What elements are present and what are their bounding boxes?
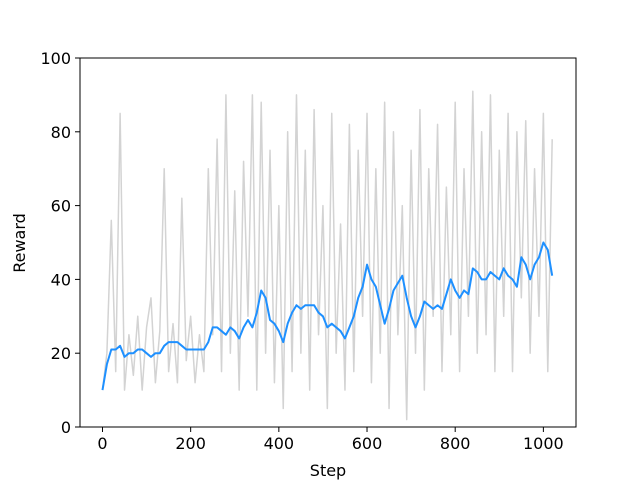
- x-tick-label: 200: [175, 434, 206, 453]
- y-axis-label: Reward: [10, 213, 29, 273]
- y-tick-label: 40: [51, 270, 71, 289]
- x-tick-label: 600: [352, 434, 383, 453]
- y-tick-label: 80: [51, 123, 71, 142]
- series-line: [101, 241, 554, 391]
- y-tick-label: 100: [40, 49, 71, 68]
- x-tick-label: 800: [440, 434, 471, 453]
- x-tick-label: 1000: [523, 434, 564, 453]
- series-line: [101, 90, 553, 421]
- y-tick-label: 0: [61, 418, 71, 437]
- y-tick-label: 60: [51, 197, 71, 216]
- x-axis-label: Step: [310, 461, 346, 480]
- x-tick-label: 0: [97, 434, 107, 453]
- y-tick-label: 20: [51, 344, 71, 363]
- x-tick-label: 400: [264, 434, 295, 453]
- plot-frame: [79, 57, 577, 428]
